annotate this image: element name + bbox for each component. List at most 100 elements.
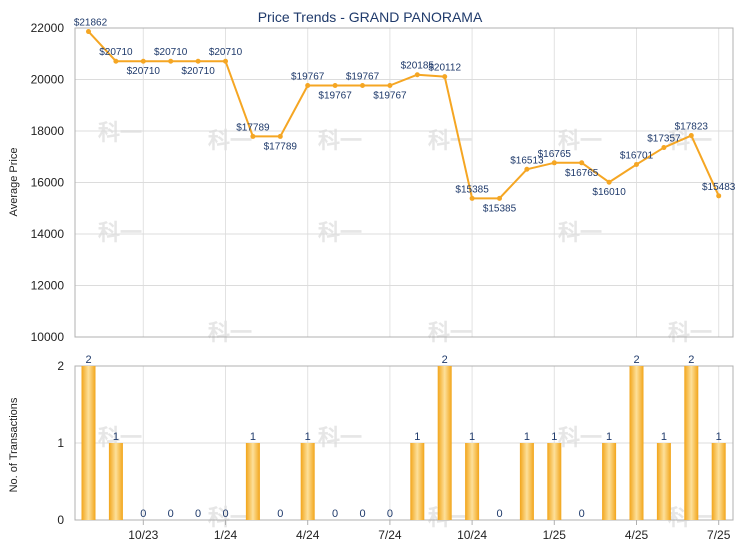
watermark-text: 科一 — [558, 128, 602, 153]
transaction-bar — [684, 366, 699, 520]
price-point — [497, 195, 502, 201]
price-y-tick-label: 10000 — [31, 330, 65, 344]
transaction-count-label: 2 — [442, 354, 448, 366]
price-point — [195, 58, 201, 64]
price-point — [86, 29, 91, 35]
x-tick-label: 7/24 — [378, 528, 402, 542]
watermark-text: 科一 — [668, 128, 712, 153]
transaction-count-label: 0 — [387, 508, 393, 520]
transaction-count-label: 0 — [332, 508, 338, 520]
price-data-label: $20710 — [154, 47, 188, 58]
transaction-bar — [711, 443, 726, 520]
transaction-count-label: 0 — [496, 508, 502, 520]
price-point — [250, 133, 256, 139]
transactions-plot: 科一科一科一科一科一科一0122100001010001210110121211… — [57, 354, 734, 542]
transaction-count-label: 1 — [469, 431, 475, 443]
price-point — [414, 72, 420, 78]
price-data-label: $15385 — [483, 203, 517, 214]
price-y-tick-label: 22000 — [31, 21, 65, 35]
price-y-tick-label: 12000 — [31, 279, 65, 293]
transaction-count-label: 0 — [195, 508, 201, 520]
price-point — [223, 58, 228, 64]
price-data-label: $16765 — [565, 168, 599, 179]
transaction-bar — [410, 443, 425, 520]
watermark-text: 科一 — [558, 220, 602, 245]
watermark-text: 科一 — [98, 120, 142, 145]
watermark-text: 科一 — [208, 320, 252, 345]
transaction-bar — [465, 443, 480, 520]
watermark-text: 科一 — [428, 128, 472, 153]
watermark-text: 科一 — [98, 220, 142, 245]
transaction-count-label: 1 — [414, 431, 420, 443]
x-tick-label: 4/24 — [296, 528, 320, 542]
x-tick-label: 4/25 — [625, 528, 649, 542]
watermark-text: 科一 — [318, 220, 362, 245]
price-point — [634, 161, 639, 167]
transaction-count-label: 2 — [688, 354, 694, 366]
watermark-text: 科一 — [318, 128, 362, 153]
transaction-count-label: 2 — [633, 354, 639, 366]
price-point — [277, 133, 283, 139]
price-data-label: $20710 — [209, 47, 243, 58]
price-data-label: $19767 — [346, 71, 380, 82]
watermark-text: 科一 — [428, 320, 472, 345]
price-axis-title: Average Price — [8, 148, 20, 217]
price-point — [606, 179, 612, 185]
price-data-label: $19767 — [318, 90, 352, 101]
price-point — [688, 133, 694, 139]
price-y-tick-label: 18000 — [31, 124, 65, 138]
transaction-count-label: 1 — [305, 431, 311, 443]
price-data-label: $21862 — [74, 18, 108, 29]
transaction-bar — [602, 443, 617, 520]
price-point — [661, 145, 667, 151]
price-point — [332, 82, 338, 88]
transaction-count-label: 1 — [606, 431, 612, 443]
transaction-count-label: 0 — [579, 508, 585, 520]
x-tick-label: 1/24 — [214, 528, 238, 542]
price-line — [87, 30, 720, 200]
price-point — [113, 58, 119, 64]
price-point — [305, 82, 311, 88]
transaction-count-label: 0 — [222, 508, 228, 520]
price-data-label: $15483 — [702, 182, 736, 193]
price-point — [524, 166, 530, 172]
x-tick-label: 10/23 — [128, 528, 158, 542]
price-data-label: $20185 — [401, 61, 435, 72]
transaction-bar — [81, 366, 96, 520]
watermark-text: 科一 — [318, 425, 362, 450]
transaction-count-label: 1 — [661, 431, 667, 443]
watermark-text: 科一 — [208, 505, 252, 530]
x-tick-label: 10/24 — [457, 528, 487, 542]
transactions-plot-frame — [74, 365, 734, 521]
transaction-bar — [656, 443, 671, 520]
watermark-text: 科一 — [668, 320, 712, 345]
transaction-count-label: 2 — [85, 354, 91, 366]
price-data-label: $20710 — [127, 66, 161, 77]
transaction-bar — [547, 443, 562, 520]
transaction-count-label: 0 — [168, 508, 174, 520]
transaction-bar — [300, 443, 315, 520]
price-point — [387, 82, 393, 88]
price-data-label: $19767 — [373, 90, 407, 101]
price-point — [579, 160, 585, 166]
x-tick-label: 1/25 — [543, 528, 567, 542]
transaction-count-label: 0 — [277, 508, 283, 520]
transaction-count-label: 0 — [140, 508, 146, 520]
transaction-count-label: 1 — [716, 431, 722, 443]
transaction-bar — [629, 366, 644, 520]
transaction-count-label: 1 — [250, 431, 256, 443]
price-data-label: $17789 — [236, 122, 270, 133]
price-y-tick-label: 16000 — [31, 176, 65, 190]
price-data-label: $17823 — [675, 122, 709, 133]
x-tick-label: 7/25 — [707, 528, 731, 542]
transaction-count-label: 1 — [524, 431, 530, 443]
transaction-count-label: 1 — [113, 431, 119, 443]
transaction-count-label: 0 — [359, 508, 365, 520]
price-point — [551, 160, 557, 166]
price-data-label: $20112 — [428, 63, 461, 74]
price-data-label: $17357 — [647, 134, 681, 145]
chart-title: Price Trends - GRAND PANORAMA — [258, 9, 483, 25]
price-data-label: $20710 — [99, 47, 133, 58]
transactions-y-tick-label: 0 — [57, 513, 64, 527]
